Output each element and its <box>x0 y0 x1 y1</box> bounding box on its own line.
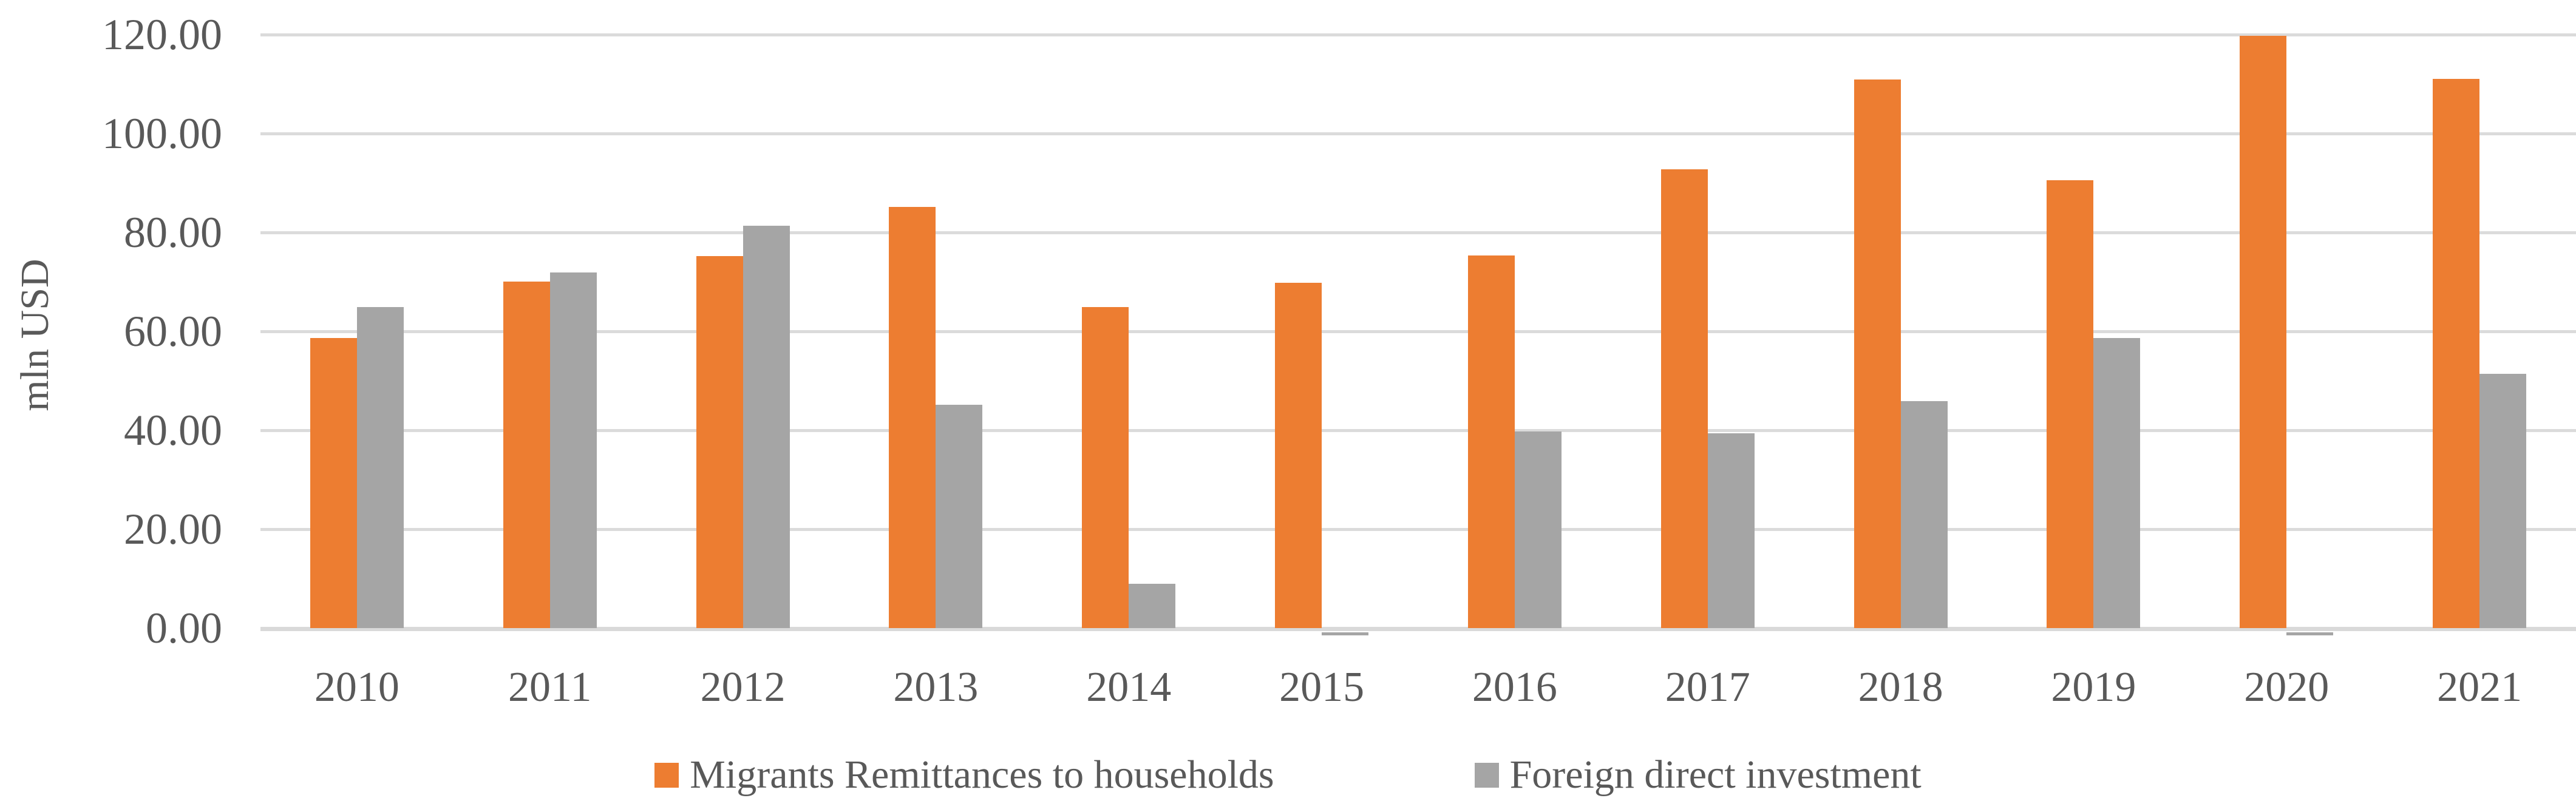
bar-foreign-direct-investment-2015 <box>1322 632 1369 635</box>
bar-foreign-direct-investment-2018 <box>1900 401 1948 628</box>
bar-migrants-remittances-to-households-2010 <box>310 338 357 628</box>
bar-group-2018 <box>1804 35 1997 628</box>
x-axis-year-label-2012: 2012 <box>700 664 786 711</box>
bar-group-2021 <box>2383 35 2576 628</box>
bar-foreign-direct-investment-2011 <box>549 272 597 628</box>
legend-swatch-icon <box>1474 762 1499 788</box>
gridline-100 <box>260 132 2576 135</box>
x-axis-year-label-2018: 2018 <box>1858 664 1943 711</box>
x-axis-year-label-2016: 2016 <box>1472 664 1557 711</box>
bar-group-2011 <box>454 35 647 628</box>
legend-swatch-icon <box>654 762 679 788</box>
bar-migrants-remittances-to-households-2011 <box>503 282 550 628</box>
bar-group-2010 <box>260 35 454 628</box>
bar-foreign-direct-investment-2013 <box>936 405 983 628</box>
gridline-80 <box>260 231 2576 234</box>
x-axis-year-label-2014: 2014 <box>1086 664 1172 711</box>
y-axis-tick-label: 20.00 <box>124 505 222 553</box>
bar-group-2014 <box>1032 35 1225 628</box>
bar-migrants-remittances-to-households-2012 <box>696 256 743 628</box>
bar-migrants-remittances-to-households-2020 <box>2240 36 2287 628</box>
bar-migrants-remittances-to-households-2021 <box>2433 79 2480 628</box>
bar-migrants-remittances-to-households-2019 <box>2047 180 2094 628</box>
bar-foreign-direct-investment-2021 <box>2479 374 2527 628</box>
gridline-40 <box>260 429 2576 432</box>
legend-item-migrants-remittances-to-households: Migrants Remittances to households <box>654 754 1274 796</box>
bar-foreign-direct-investment-2012 <box>743 226 790 628</box>
bar-group-2016 <box>1418 35 1611 628</box>
bar-foreign-direct-investment-2016 <box>1514 431 1562 628</box>
y-axis-tick-label: 60.00 <box>124 307 222 356</box>
bar-group-2013 <box>839 35 1032 628</box>
x-axis-year-label-2021: 2021 <box>2437 664 2523 711</box>
x-axis-year-label-2019: 2019 <box>2051 664 2136 711</box>
legend: Migrants Remittances to households Foreig… <box>0 754 2576 796</box>
x-axis-year-label-2010: 2010 <box>314 664 399 711</box>
x-axis-year-label-2013: 2013 <box>893 664 979 711</box>
bar-group-2015 <box>1225 35 1418 635</box>
x-axis-year-label-2020: 2020 <box>2244 664 2330 711</box>
bar-foreign-direct-investment-2010 <box>356 307 404 628</box>
x-axis-year-label-2017: 2017 <box>1665 664 1750 711</box>
bar-migrants-remittances-to-households-2015 <box>1275 283 1322 628</box>
bar-foreign-direct-investment-2014 <box>1129 584 1176 628</box>
bar-foreign-direct-investment-2019 <box>2093 338 2141 628</box>
legend-label: Foreign direct investment <box>1509 752 1922 797</box>
x-axis-year-label-2015: 2015 <box>1279 664 1365 711</box>
bar-group-2020 <box>2190 35 2383 635</box>
bar-migrants-remittances-to-households-2014 <box>1082 307 1129 628</box>
bar-foreign-direct-investment-2017 <box>1707 433 1755 628</box>
legend-label: Migrants Remittances to households <box>690 752 1274 797</box>
bar-migrants-remittances-to-households-2016 <box>1467 255 1515 628</box>
x-axis-year-label-2011: 2011 <box>508 664 592 711</box>
plot-area <box>260 33 2576 635</box>
bar-group-2012 <box>647 35 840 628</box>
y-axis-tick-label: 120.00 <box>102 10 222 59</box>
y-axis-tick-label: 0.00 <box>146 604 222 652</box>
bar-migrants-remittances-to-households-2018 <box>1854 79 1901 628</box>
bar-foreign-direct-investment-2020 <box>2286 632 2334 635</box>
gridline-20 <box>260 528 2576 531</box>
gridline-120 <box>260 33 2576 36</box>
gridline-60 <box>260 330 2576 333</box>
y-axis-tick-label: 80.00 <box>124 208 222 257</box>
bar-group-2017 <box>1611 35 1804 628</box>
bar-migrants-remittances-to-households-2017 <box>1660 169 1708 628</box>
y-axis-tick-label: 100.00 <box>102 109 222 158</box>
y-axis-tick-label: 40.00 <box>124 406 222 455</box>
legend-item-foreign-direct-investment: Foreign direct investment <box>1474 752 1922 797</box>
bar-group-2019 <box>1997 35 2190 628</box>
bar-migrants-remittances-to-households-2013 <box>889 207 936 628</box>
x-axis-line <box>260 627 2576 631</box>
bar-groups <box>260 35 2576 635</box>
